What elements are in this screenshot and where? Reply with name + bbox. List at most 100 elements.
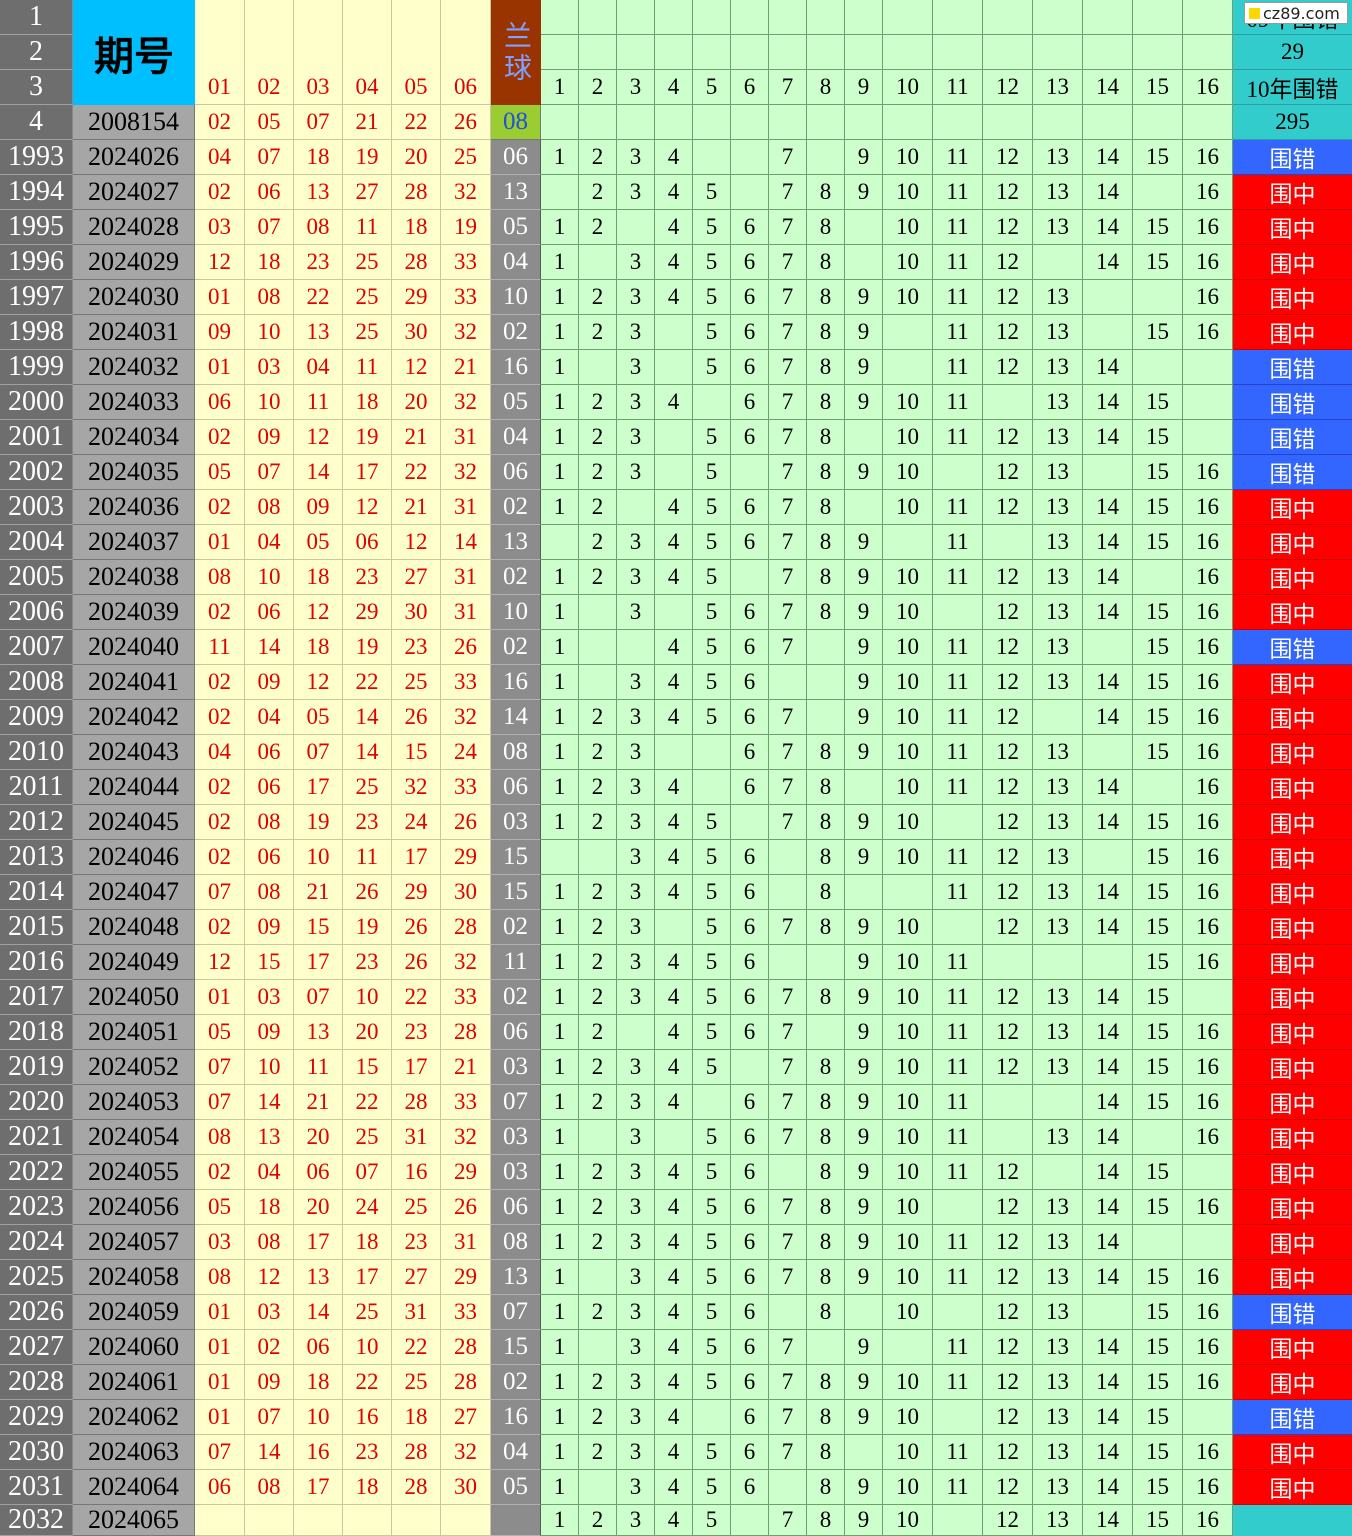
grid-mark[interactable]: 2 <box>579 1435 617 1470</box>
grid-mark[interactable]: 15 <box>1133 1260 1183 1295</box>
row-number[interactable]: 2 <box>0 35 73 70</box>
red-header-blank[interactable] <box>195 0 245 70</box>
grid-mark[interactable]: 15 <box>1133 420 1183 455</box>
site-logo[interactable]: cz89.com <box>1244 2 1348 24</box>
grid-mark[interactable]: 15 <box>1133 490 1183 525</box>
row-number[interactable]: 2000 <box>0 385 73 420</box>
grid-mark[interactable]: 6 <box>731 770 769 805</box>
grid-mark[interactable]: 4 <box>655 525 693 560</box>
blue-number[interactable]: 04 <box>491 245 541 280</box>
grid-mark[interactable]: 10 <box>883 1365 933 1400</box>
red-number[interactable]: 33 <box>441 665 491 700</box>
red-column-label[interactable]: 04 <box>343 70 392 105</box>
row-number[interactable]: 1994 <box>0 175 73 210</box>
red-number[interactable]: 23 <box>392 630 441 665</box>
grid-mark[interactable]: 8 <box>807 1435 845 1470</box>
grid-mark[interactable]: 9 <box>845 840 883 875</box>
issue-number[interactable]: 2024061 <box>73 1365 195 1400</box>
red-number[interactable]: 13 <box>294 1260 343 1295</box>
grid-mark[interactable]: 10 <box>883 595 933 630</box>
grid-mark[interactable]: 13 <box>1033 1225 1083 1260</box>
red-number[interactable]: 14 <box>343 700 392 735</box>
grid-mark[interactable]: 11 <box>933 1120 983 1155</box>
grid-empty[interactable] <box>983 385 1033 420</box>
red-number[interactable]: 26 <box>392 945 441 980</box>
grid-mark[interactable]: 2 <box>579 1400 617 1435</box>
issue-number[interactable]: 2024037 <box>73 525 195 560</box>
grid-mark[interactable]: 14 <box>1083 1155 1133 1190</box>
grid-mark[interactable]: 1 <box>541 770 579 805</box>
red-number[interactable]: 17 <box>294 945 343 980</box>
grid-empty[interactable] <box>579 1470 617 1505</box>
blue-number[interactable]: 13 <box>491 525 541 560</box>
grid-mark[interactable]: 10 <box>883 910 933 945</box>
grid-mark[interactable]: 11 <box>933 1435 983 1470</box>
grid-mark[interactable]: 11 <box>933 210 983 245</box>
red-column-label[interactable]: 05 <box>392 70 441 105</box>
grid-empty[interactable] <box>807 140 845 175</box>
issue-number[interactable]: 2024041 <box>73 665 195 700</box>
issue-number[interactable]: 2024051 <box>73 1015 195 1050</box>
grid-mark[interactable]: 14 <box>1083 1120 1133 1155</box>
red-number[interactable]: 08 <box>294 210 343 245</box>
red-number[interactable]: 07 <box>294 735 343 770</box>
row-number[interactable]: 2021 <box>0 1120 73 1155</box>
status-hit[interactable]: 围中 <box>1233 1085 1352 1120</box>
red-number[interactable]: 18 <box>294 140 343 175</box>
issue-number[interactable]: 2024038 <box>73 560 195 595</box>
grid-mark[interactable]: 10 <box>883 175 933 210</box>
grid-mark[interactable]: 10 <box>883 140 933 175</box>
red-number[interactable]: 21 <box>392 420 441 455</box>
red-number[interactable]: 05 <box>195 1190 245 1225</box>
red-number[interactable]: 30 <box>392 315 441 350</box>
grid-mark[interactable]: 12 <box>983 455 1033 490</box>
grid-ref-blank[interactable] <box>731 105 769 140</box>
red-number[interactable]: 33 <box>441 770 491 805</box>
grid-empty[interactable] <box>845 770 883 805</box>
grid-empty[interactable] <box>655 910 693 945</box>
grid-mark[interactable]: 13 <box>1033 1435 1083 1470</box>
status-hit[interactable]: 围中 <box>1233 595 1352 630</box>
red-number[interactable]: 33 <box>441 1295 491 1330</box>
grid-mark[interactable]: 11 <box>933 875 983 910</box>
red-number[interactable]: 25 <box>343 1295 392 1330</box>
red-number[interactable]: 23 <box>392 1015 441 1050</box>
grid-empty[interactable] <box>933 1295 983 1330</box>
row-number[interactable]: 2022 <box>0 1155 73 1190</box>
grid-mark[interactable]: 12 <box>983 840 1033 875</box>
red-number[interactable]: 02 <box>195 1155 245 1190</box>
blue-number[interactable]: 05 <box>491 385 541 420</box>
grid-mark[interactable]: 5 <box>693 1015 731 1050</box>
grid-column-label[interactable]: 7 <box>769 70 807 105</box>
blue-number[interactable]: 02 <box>491 910 541 945</box>
red-number[interactable] <box>441 1505 491 1536</box>
grid-mark[interactable]: 1 <box>541 1225 579 1260</box>
grid-mark[interactable]: 4 <box>655 1085 693 1120</box>
grid-mark[interactable]: 15 <box>1133 1155 1183 1190</box>
grid-empty[interactable] <box>579 630 617 665</box>
grid-mark[interactable]: 2 <box>579 735 617 770</box>
grid-empty[interactable] <box>807 1015 845 1050</box>
grid-mark[interactable]: 10 <box>883 1295 933 1330</box>
grid-mark[interactable]: 16 <box>1183 1330 1233 1365</box>
grid-header-blank[interactable] <box>807 0 845 35</box>
row-number[interactable]: 2032 <box>0 1505 73 1536</box>
grid-mark[interactable]: 14 <box>1083 1085 1133 1120</box>
grid-mark[interactable]: 4 <box>655 1400 693 1435</box>
grid-mark[interactable]: 5 <box>693 595 731 630</box>
grid-mark[interactable]: 16 <box>1183 1050 1233 1085</box>
grid-mark[interactable]: 4 <box>655 945 693 980</box>
grid-mark[interactable]: 14 <box>1083 1365 1133 1400</box>
status-hit[interactable]: 围中 <box>1233 875 1352 910</box>
grid-empty[interactable] <box>579 1120 617 1155</box>
red-number[interactable]: 01 <box>195 980 245 1015</box>
grid-empty[interactable] <box>807 665 845 700</box>
status-hit[interactable]: 围中 <box>1233 945 1352 980</box>
grid-mark[interactable]: 1 <box>541 1155 579 1190</box>
red-number[interactable]: 18 <box>343 1470 392 1505</box>
blue-number[interactable]: 03 <box>491 1050 541 1085</box>
grid-mark[interactable]: 6 <box>731 1295 769 1330</box>
grid-mark[interactable]: 3 <box>617 770 655 805</box>
grid-mark[interactable]: 6 <box>731 945 769 980</box>
grid-mark[interactable]: 6 <box>731 735 769 770</box>
